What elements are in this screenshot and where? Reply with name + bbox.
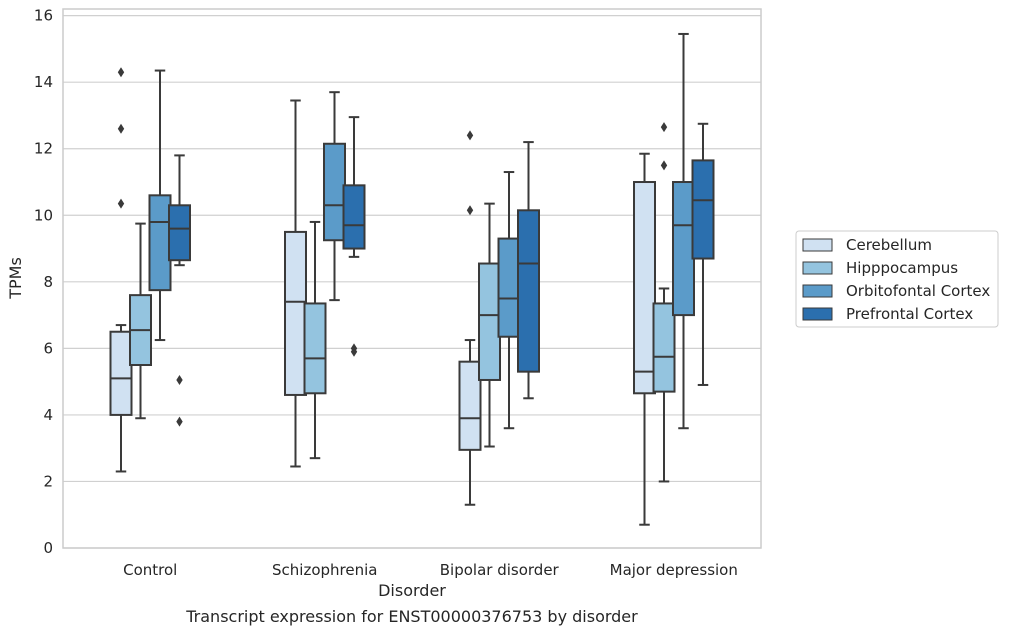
y-tick-label: 0 bbox=[43, 539, 53, 557]
box bbox=[672, 181, 695, 317]
y-ticks: 0 2 4 6 8 10 12 14 16 bbox=[34, 7, 53, 557]
box bbox=[691, 159, 715, 260]
y-tick-label: 14 bbox=[34, 73, 53, 91]
x-tick-label: Bipolar disorder bbox=[440, 561, 560, 579]
y-axis-label: TPMs bbox=[6, 257, 25, 300]
box bbox=[168, 204, 191, 262]
outlier-point bbox=[660, 122, 668, 133]
outlier-point bbox=[117, 198, 125, 209]
x-ticks: Control Schizophrenia Bipolar disorder Majo… bbox=[123, 561, 738, 579]
x-tick-label: Major depression bbox=[610, 561, 738, 579]
outlier-point bbox=[350, 343, 358, 354]
y-tick-label: 12 bbox=[34, 140, 53, 158]
legend: Cerebellum Hipppocampus Orbitofontal Corte… bbox=[795, 230, 999, 328]
y-tick-label: 4 bbox=[43, 406, 53, 424]
y-tick-label: 8 bbox=[43, 273, 53, 291]
boxplots bbox=[109, 32, 715, 526]
y-tick-label: 2 bbox=[43, 472, 53, 490]
legend-label: Prefrontal Cortex bbox=[846, 305, 973, 323]
legend-label: Orbitofontal Cortex bbox=[846, 282, 990, 300]
legend-swatch bbox=[802, 238, 833, 252]
y-tick-label: 6 bbox=[43, 339, 53, 357]
legend-label: Hipppocampus bbox=[846, 259, 958, 277]
outlier-point bbox=[466, 205, 474, 216]
box bbox=[148, 194, 172, 292]
legend-label: Cerebellum bbox=[846, 236, 932, 254]
y-tick-label: 10 bbox=[34, 206, 53, 224]
y-tick-label: 16 bbox=[34, 7, 53, 25]
outlier-point bbox=[117, 123, 125, 134]
legend-swatch bbox=[802, 284, 833, 298]
box bbox=[497, 237, 521, 338]
box bbox=[342, 184, 366, 250]
box bbox=[323, 142, 346, 242]
box bbox=[633, 181, 656, 395]
legend-swatch bbox=[802, 261, 833, 275]
box bbox=[517, 209, 540, 373]
outlier-point bbox=[466, 130, 474, 141]
x-tick-label: Control bbox=[123, 561, 177, 579]
outlier-point bbox=[660, 160, 668, 171]
plot-frame bbox=[62, 8, 762, 549]
outlier-point bbox=[176, 416, 183, 427]
legend-swatch bbox=[802, 307, 833, 321]
outlier-point bbox=[176, 374, 183, 385]
box bbox=[652, 302, 676, 393]
box bbox=[284, 230, 307, 396]
box bbox=[458, 360, 482, 451]
legend-box bbox=[795, 230, 999, 328]
chart-caption: Transcript expression for ENST0000037675… bbox=[185, 607, 638, 626]
x-axis-label: Disorder bbox=[378, 581, 446, 600]
box bbox=[303, 302, 327, 395]
outlier-point bbox=[117, 67, 125, 78]
box bbox=[109, 330, 133, 416]
x-tick-label: Schizophrenia bbox=[272, 561, 377, 579]
box bbox=[478, 262, 501, 381]
